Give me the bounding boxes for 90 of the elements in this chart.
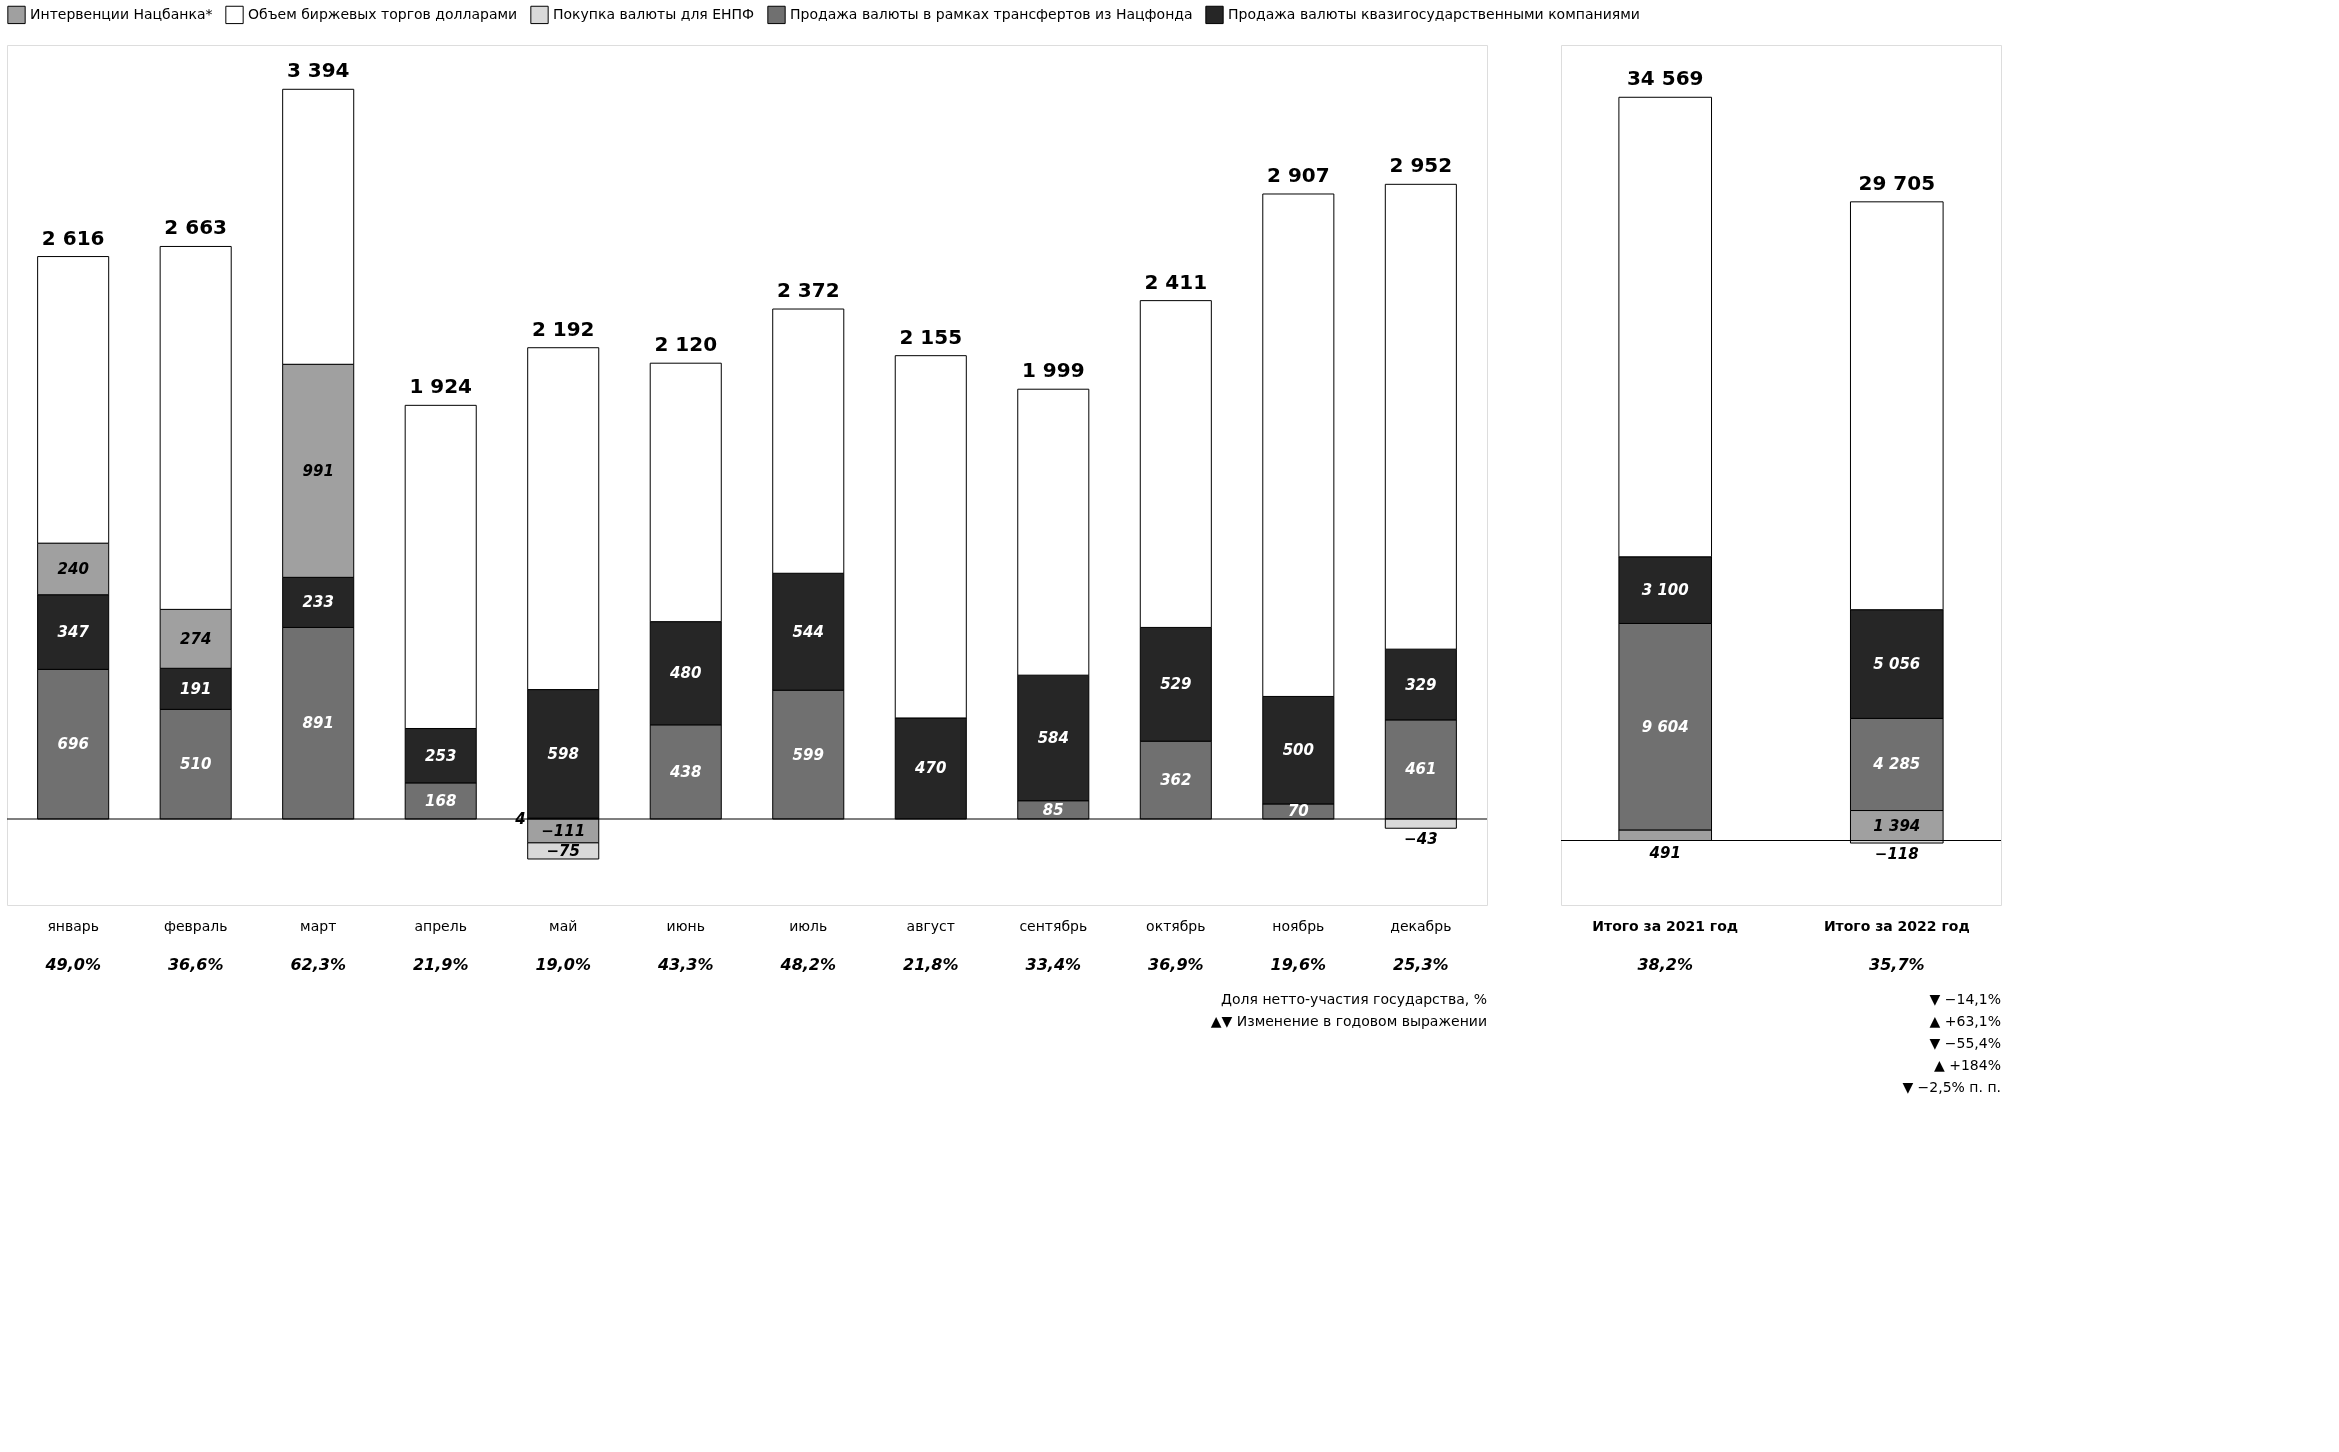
data-label: 4 bbox=[514, 809, 526, 828]
data-label: 191 bbox=[180, 679, 212, 698]
text: 21,9% bbox=[412, 955, 469, 974]
text: 36,9% bbox=[1148, 955, 1204, 974]
x-tick-label: август bbox=[906, 917, 955, 934]
text: Доля нетто-участия государства, % bbox=[1221, 991, 1487, 1007]
text: 19,0% bbox=[535, 955, 591, 974]
data-label: 362 bbox=[1160, 771, 1192, 790]
data-label: 168 bbox=[425, 791, 457, 810]
annotation: 2 155 bbox=[899, 324, 963, 349]
data-label: −75 bbox=[546, 841, 580, 860]
data-label: 500 bbox=[1282, 741, 1314, 760]
x-tick-label: Итого за 2022 год bbox=[1823, 917, 1970, 934]
data-label: 461 bbox=[1404, 760, 1437, 779]
annotation: 1 924 bbox=[409, 374, 473, 399]
legend-label: Объем биржевых торгов долларами bbox=[248, 5, 518, 22]
annotation: 3 394 bbox=[286, 58, 350, 83]
text: ▲ +63,1% bbox=[1929, 1013, 2001, 1029]
data-label: 274 bbox=[180, 629, 212, 648]
legend-label: Продажа валюты квазигосударственными компаниями bbox=[1228, 5, 1640, 22]
data-label: 544 bbox=[792, 622, 824, 641]
annotation: 2 120 bbox=[654, 332, 718, 357]
text: 35,7% bbox=[1869, 955, 1925, 974]
annotation: 2 952 bbox=[1389, 153, 1453, 178]
text: ▲▼ Изменение в годовом выражении bbox=[1210, 1013, 1487, 1029]
x-tick-label: апрель bbox=[414, 917, 467, 934]
data-label: 1 394 bbox=[1873, 816, 1921, 835]
annotation: 1 999 bbox=[1021, 358, 1085, 383]
x-tick-label: Итого за 2021 год bbox=[1592, 917, 1739, 934]
x-tick-label: июнь bbox=[666, 917, 705, 934]
text: 21,8% bbox=[903, 955, 959, 974]
text: 43,3% bbox=[656, 955, 714, 974]
x-tick-label: октябрь bbox=[1146, 917, 1206, 934]
x-tick-label: январь bbox=[47, 917, 99, 934]
data-label: 233 bbox=[302, 593, 334, 612]
annotation: 2 372 bbox=[776, 278, 840, 303]
x-tick-label: июль bbox=[789, 917, 828, 934]
data-label: 891 bbox=[302, 714, 334, 733]
data-label: 70 bbox=[1287, 802, 1309, 821]
data-label: −43 bbox=[1404, 830, 1438, 849]
annotation: 2 907 bbox=[1267, 162, 1330, 187]
text: 33,4% bbox=[1025, 955, 1082, 974]
data-label: −111 bbox=[541, 821, 586, 840]
data-label: 85 bbox=[1042, 800, 1064, 819]
x-tick-label: май bbox=[549, 917, 578, 934]
data-label: −118 bbox=[1874, 845, 1919, 864]
text: 48,2% bbox=[779, 955, 837, 974]
data-label: 4 285 bbox=[1872, 755, 1921, 774]
annotation: 2 616 bbox=[41, 225, 105, 250]
data-label: 491 bbox=[1648, 843, 1681, 862]
x-tick-label: сентябрь bbox=[1019, 917, 1088, 934]
text: 36,6% bbox=[167, 955, 224, 974]
x-tick-label: февраль bbox=[163, 917, 228, 934]
legend-label: Интервенции Нацбанка* bbox=[30, 5, 213, 22]
text: 38,2% bbox=[1637, 955, 1693, 974]
data-label: 438 bbox=[669, 762, 702, 781]
text: ▲ +184% bbox=[1934, 1057, 2001, 1073]
x-tick-label: март bbox=[300, 917, 337, 934]
data-label: 9 604 bbox=[1641, 717, 1689, 736]
annotation: 2 663 bbox=[164, 215, 227, 240]
data-label: 480 bbox=[669, 664, 702, 683]
text: ▼ −2,5% п. п. bbox=[1902, 1079, 2001, 1095]
annotation: 2 411 bbox=[1144, 269, 1208, 294]
data-label: 329 bbox=[1405, 675, 1437, 694]
text: 19,6% bbox=[1270, 955, 1327, 974]
data-label: 3 100 bbox=[1641, 581, 1689, 600]
data-label: 5 056 bbox=[1873, 655, 1921, 674]
data-label: 253 bbox=[425, 746, 457, 765]
text: ▼ −14,1% bbox=[1929, 991, 2001, 1007]
annotation: 2 192 bbox=[531, 316, 595, 341]
data-label: 240 bbox=[57, 559, 89, 578]
data-label: 991 bbox=[302, 461, 334, 480]
text: 62,3% bbox=[290, 955, 346, 974]
data-label: 598 bbox=[547, 744, 579, 763]
annotation: 29 705 bbox=[1858, 170, 1936, 195]
text: 49,0% bbox=[44, 955, 101, 974]
text: ▼ −55,4% bbox=[1929, 1035, 2001, 1051]
x-tick-label: декабрь bbox=[1390, 917, 1452, 934]
data-label: 696 bbox=[57, 735, 89, 754]
legend-label: Покупка валюты для ЕНПФ bbox=[553, 5, 755, 22]
data-label: 470 bbox=[914, 759, 947, 778]
text: 25,3% bbox=[1393, 955, 1449, 974]
data-label: 599 bbox=[792, 745, 824, 764]
legend-label: Продажа валюты в рамках трансфертов из Нацфонда bbox=[790, 5, 1193, 22]
data-label: 510 bbox=[180, 755, 212, 774]
x-tick-label: ноябрь bbox=[1272, 917, 1325, 934]
data-label: 347 bbox=[57, 623, 90, 642]
annotation: 34 569 bbox=[1626, 66, 1704, 91]
data-label: 584 bbox=[1037, 728, 1069, 747]
data-label: 529 bbox=[1160, 675, 1192, 694]
